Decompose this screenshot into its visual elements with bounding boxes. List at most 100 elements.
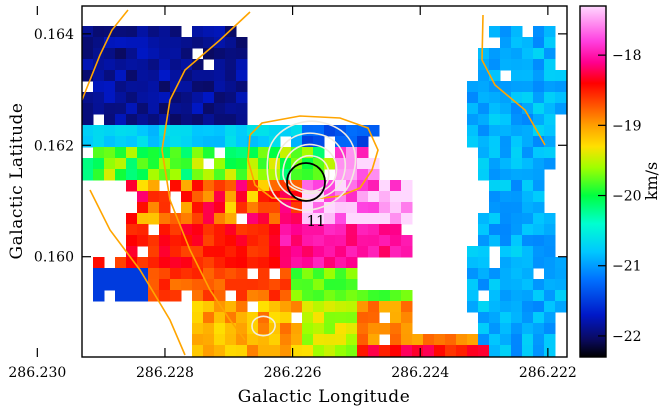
heatmap-cell <box>203 268 215 280</box>
heatmap-cell <box>137 114 149 126</box>
heatmap-cell <box>500 345 512 357</box>
heatmap-cell <box>93 37 105 49</box>
heatmap-cell <box>489 202 501 214</box>
heatmap-cell <box>280 334 292 346</box>
heatmap-cell <box>357 125 369 137</box>
heatmap-cell <box>313 312 325 324</box>
heatmap-cell <box>522 235 534 247</box>
heatmap-cell <box>478 334 490 346</box>
heatmap-cell <box>511 257 523 269</box>
heatmap-cell <box>478 70 490 82</box>
heatmap-cell <box>500 202 512 214</box>
heatmap-cell <box>236 279 248 291</box>
heatmap-cell <box>236 290 248 302</box>
heatmap-cell <box>522 213 534 225</box>
heatmap-cell <box>324 235 336 247</box>
heatmap-cell <box>500 290 512 302</box>
heatmap-cell <box>302 224 314 236</box>
heatmap-cell <box>522 334 534 346</box>
heatmap-cell <box>280 202 292 214</box>
heatmap-cell <box>104 26 116 38</box>
heatmap-cell <box>225 125 237 137</box>
y-tick-label: 0.164 <box>34 27 74 43</box>
heatmap-cell <box>346 334 358 346</box>
heatmap-cell <box>181 202 193 214</box>
heatmap-cell <box>511 268 523 280</box>
heatmap-cell <box>170 246 182 258</box>
heatmap-cell <box>269 312 281 324</box>
heatmap-cell <box>269 169 281 181</box>
heatmap-cell <box>335 147 347 159</box>
heatmap-cell <box>93 158 105 170</box>
heatmap-cell <box>192 213 204 225</box>
heatmap-cell <box>181 169 193 181</box>
heatmap-cell <box>467 246 479 258</box>
heatmap-cell <box>214 323 226 335</box>
heatmap-cell <box>478 279 490 291</box>
heatmap-cell <box>280 147 292 159</box>
heatmap-cell <box>269 147 281 159</box>
heatmap-cell <box>302 125 314 137</box>
heatmap-cell <box>115 147 127 159</box>
heatmap-cell <box>93 125 105 137</box>
heatmap-cell <box>192 323 204 335</box>
colorbar-frame <box>579 5 607 358</box>
heatmap-cell <box>324 125 336 137</box>
heatmap-cell <box>346 257 358 269</box>
heatmap-cell <box>379 345 391 357</box>
heatmap-cell <box>346 180 358 192</box>
heatmap-cell <box>82 92 94 104</box>
heatmap-cell <box>236 257 248 269</box>
heatmap-cell <box>379 235 391 247</box>
heatmap-cell <box>544 70 556 82</box>
heatmap-cell <box>313 125 325 137</box>
heatmap-cell <box>511 103 523 115</box>
heatmap-cell <box>346 268 358 280</box>
heatmap-cell <box>368 246 380 258</box>
heatmap-cell <box>104 81 116 93</box>
heatmap-cell <box>126 158 138 170</box>
heatmap-cell <box>247 136 259 148</box>
heatmap-cell <box>346 147 358 159</box>
x-tick-label: 286.222 <box>519 365 577 381</box>
heatmap-cell <box>148 114 160 126</box>
heatmap-cell <box>236 59 248 71</box>
heatmap-cell <box>93 26 105 38</box>
heatmap-cell <box>181 103 193 115</box>
heatmap-cell <box>324 202 336 214</box>
heatmap-cell <box>313 169 325 181</box>
heatmap-cell <box>181 246 193 258</box>
heatmap-cell <box>555 268 567 280</box>
heatmap-cell <box>500 312 512 324</box>
heatmap-cell <box>390 235 402 247</box>
heatmap-cell <box>401 345 413 357</box>
heatmap-cell <box>555 290 567 302</box>
heatmap-cell <box>93 290 105 302</box>
heatmap-cell <box>137 92 149 104</box>
heatmap-cell <box>170 37 182 49</box>
heatmap-cell <box>357 158 369 170</box>
heatmap-cell <box>225 147 237 159</box>
heatmap-cell <box>368 169 380 181</box>
heatmap-cell <box>467 81 479 93</box>
y-axis-label: Galactic Latitude <box>7 103 27 260</box>
heatmap-cell <box>115 114 127 126</box>
heatmap-cell <box>522 268 534 280</box>
heatmap-cell <box>511 312 523 324</box>
heatmap-cell <box>533 191 545 203</box>
heatmap-cell <box>522 136 534 148</box>
heatmap-cell <box>357 136 369 148</box>
heatmap-cell <box>368 312 380 324</box>
heatmap-cell <box>159 59 171 71</box>
heatmap-cell <box>401 235 413 247</box>
heatmap-cell <box>533 213 545 225</box>
heatmap-cell <box>225 26 237 38</box>
heatmap-cell <box>82 37 94 49</box>
heatmap-cell <box>170 235 182 247</box>
heatmap-cell <box>533 114 545 126</box>
heatmap-cell <box>500 268 512 280</box>
heatmap-cell <box>247 180 259 192</box>
heatmap-cell <box>324 301 336 313</box>
heatmap-cell <box>203 114 215 126</box>
